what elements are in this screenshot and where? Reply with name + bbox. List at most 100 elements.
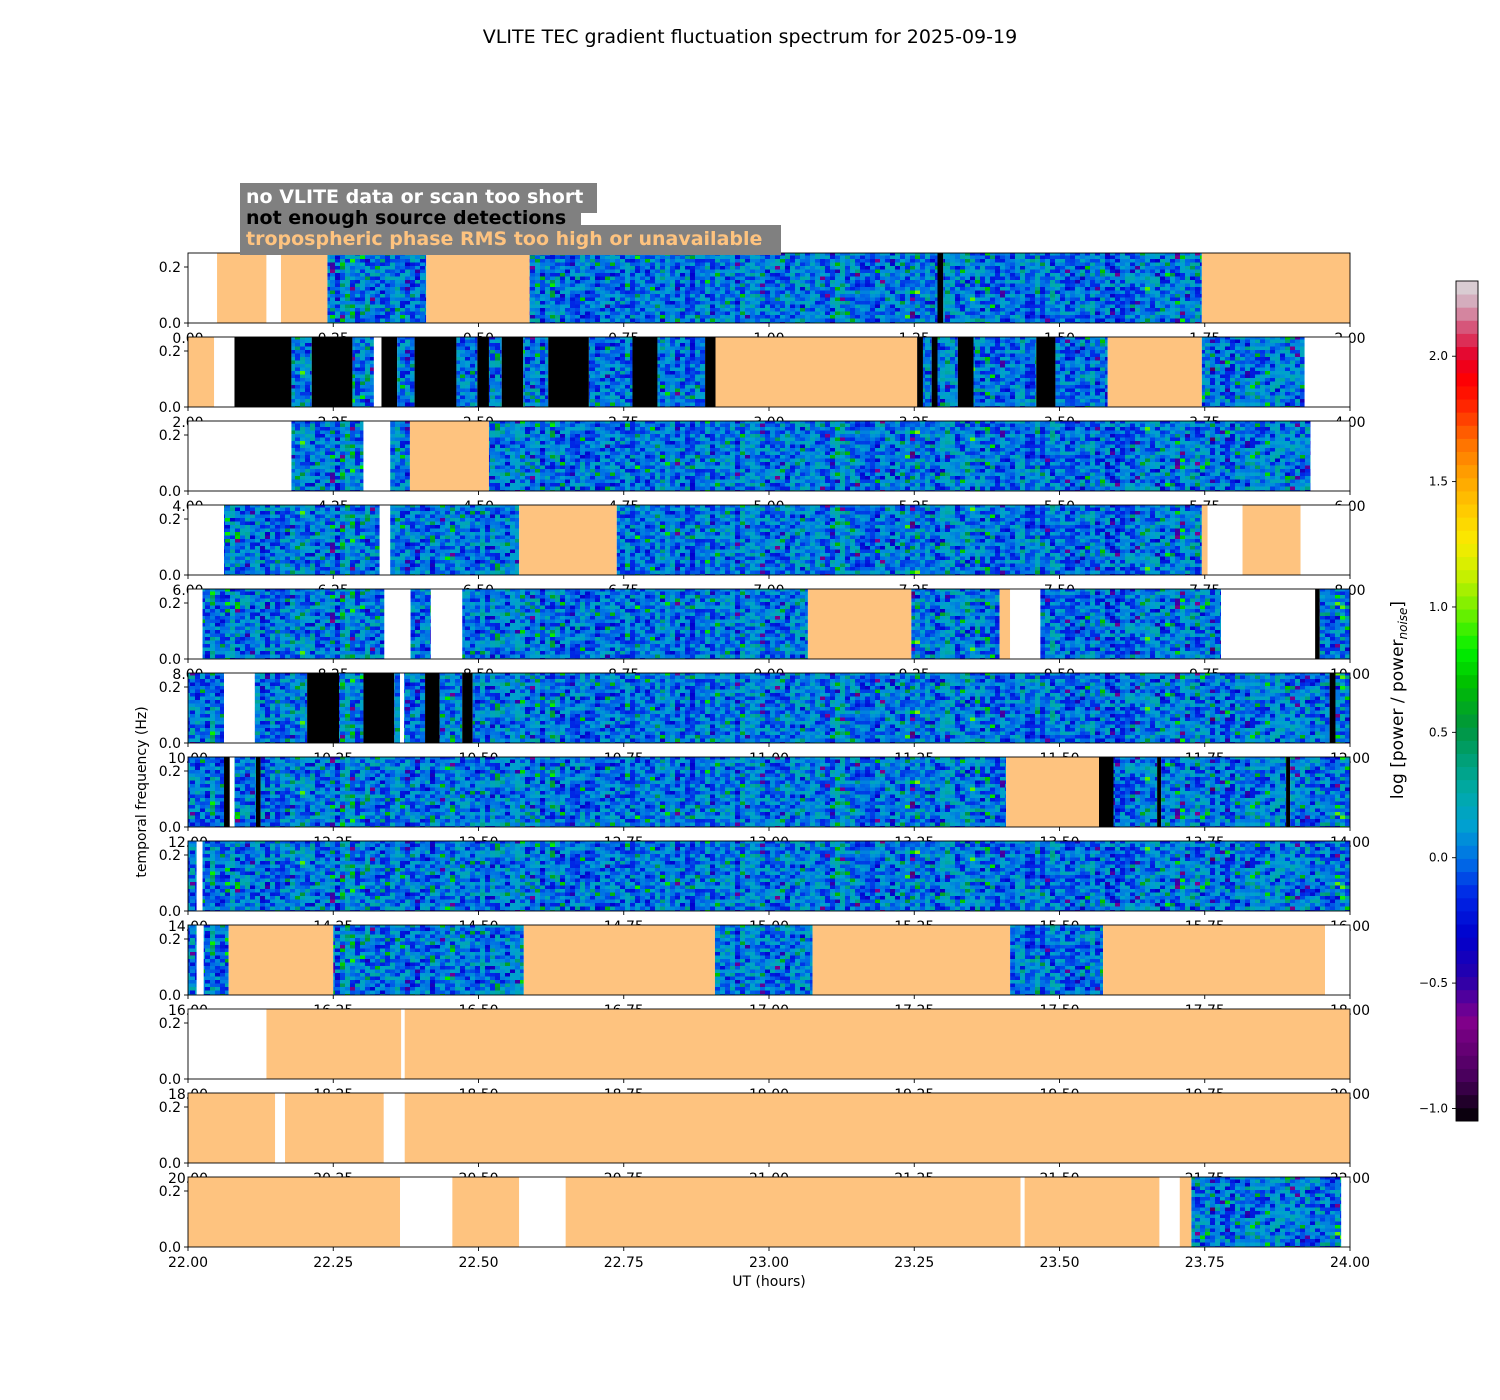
colorbar-step — [1456, 622, 1478, 636]
segment-black — [931, 337, 938, 407]
segment-white — [383, 1093, 405, 1163]
segment-data — [188, 673, 225, 743]
colorbar-step — [1456, 399, 1478, 413]
segment-white — [1341, 1177, 1350, 1247]
colorbar-step — [1456, 582, 1478, 597]
colorbar-step — [1456, 753, 1478, 768]
segment-black — [501, 337, 524, 407]
colorbar-tick-label: 0.5 — [1429, 725, 1448, 739]
x-tick-label: 22.75 — [604, 1255, 644, 1271]
segment-data — [616, 505, 1202, 575]
colorbar-step — [1456, 596, 1478, 610]
y-tick-label: 0.2 — [159, 512, 181, 528]
segment-data — [333, 925, 524, 995]
segment-data — [456, 337, 478, 407]
legend: no VLITE data or scan too short not enou… — [240, 183, 781, 255]
panel-3: 0.00.26.006.256.506.757.007.257.507.758.… — [159, 504, 1366, 599]
segment-data — [1055, 337, 1108, 407]
segment-white — [188, 421, 292, 491]
segment-white — [400, 1177, 453, 1247]
colorbar-step — [1456, 884, 1478, 899]
segment-data — [714, 925, 813, 995]
colorbar-tick-label: 0.0 — [1429, 851, 1448, 865]
segment-data — [488, 337, 502, 407]
panel-11: 0.0 0.2 22.00 22.25 22.50 22.75 23.00 23.25 23.5… — [159, 1176, 1370, 1271]
segment-data — [1191, 1177, 1342, 1247]
colorbar-step — [1456, 635, 1478, 649]
colorbar-step — [1456, 491, 1478, 505]
y-tick-label: 0.2 — [159, 428, 181, 444]
colorbar-step — [1456, 320, 1478, 334]
segment-tropo — [812, 925, 1011, 995]
segment-data — [973, 337, 1037, 407]
segment-tropo — [519, 505, 617, 575]
segment-data — [1040, 589, 1222, 659]
colorbar-step — [1456, 924, 1478, 938]
colorbar-step — [1456, 1107, 1478, 1122]
x-tick-label: 22.25 — [313, 1255, 353, 1271]
segment-white — [1325, 925, 1350, 995]
colorbar-step — [1456, 346, 1478, 361]
segment-black — [363, 673, 395, 743]
segment-tropo — [228, 925, 334, 995]
segment-white — [1207, 505, 1243, 575]
segment-data — [1010, 925, 1104, 995]
colorbar-step — [1456, 714, 1478, 728]
segment-white — [363, 421, 391, 491]
colorbar-step — [1456, 609, 1478, 623]
legend-tropo: tropospheric phase RMS too high or unava… — [246, 228, 762, 250]
y-tick-label: 0.2 — [159, 344, 181, 360]
segment-data — [1335, 673, 1350, 743]
segment-data — [462, 589, 808, 659]
colorbar-frame — [1455, 280, 1479, 1122]
colorbar-step — [1456, 779, 1478, 794]
segment-tropo — [1103, 925, 1326, 995]
colorbar-step — [1456, 911, 1478, 925]
colorbar-step — [1456, 871, 1478, 886]
segment-white — [196, 841, 203, 911]
segment-data — [352, 337, 374, 407]
segment-tropo — [715, 337, 918, 407]
y-tick-label: 0.0 — [159, 988, 181, 1004]
segment-data — [1290, 757, 1350, 827]
legend-no-data: no VLITE data or scan too short — [246, 186, 583, 208]
segment-data — [922, 337, 932, 407]
colorbar-step — [1456, 1042, 1478, 1056]
segment-data — [1113, 757, 1158, 827]
segment-data — [1319, 589, 1350, 659]
panel-0: 0.00.20.000.250.500.751.001.251.501.752.… — [159, 252, 1366, 347]
segment-data — [394, 673, 401, 743]
segment-data — [203, 925, 229, 995]
colorbar-step — [1456, 701, 1478, 715]
panel-9: 0.00.218.0018.2518.5018.7519.0019.2519.5… — [159, 1008, 1370, 1103]
segment-white — [229, 757, 235, 827]
y-tick-label: 0.0 — [159, 652, 181, 668]
y-tick-label: 0.0 — [159, 316, 181, 332]
segment-tropo — [404, 1093, 1351, 1163]
colorbar-step — [1456, 451, 1478, 466]
colorbar-step — [1456, 950, 1478, 964]
colorbar-step — [1456, 989, 1478, 1004]
colorbar-step — [1456, 504, 1478, 518]
segment-data — [327, 253, 427, 323]
segment-tropo — [1107, 337, 1202, 407]
y-tick-label: 0.0 — [159, 1240, 181, 1256]
segment-white — [1221, 589, 1316, 659]
panel-8: 0.00.216.0016.2516.5016.7517.0017.2517.5… — [159, 924, 1370, 1019]
segment-data — [404, 673, 426, 743]
colorbar-step — [1456, 412, 1478, 426]
colorbar-step — [1456, 425, 1478, 439]
segment-tropo — [1006, 757, 1100, 827]
segment-tropo — [565, 1177, 1021, 1247]
colorbar-label-main: log [power / power — [1388, 639, 1408, 799]
segment-data — [188, 757, 225, 827]
colorbar-step — [1456, 858, 1478, 873]
colorbar-step — [1456, 1002, 1478, 1017]
colorbar-step — [1456, 937, 1478, 951]
y-tick-label: 0.0 — [159, 1072, 181, 1088]
segment-tropo — [807, 589, 912, 659]
y-tick-label: 0.2 — [159, 260, 181, 276]
x-tick-label: 24.00 — [1330, 1255, 1370, 1271]
segment-tropo — [266, 1009, 402, 1079]
